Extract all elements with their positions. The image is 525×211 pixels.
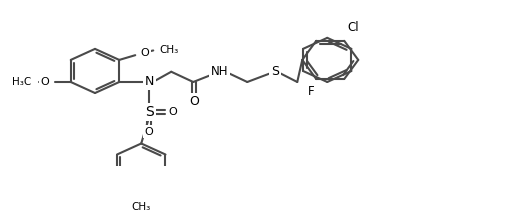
Text: O: O — [169, 107, 177, 117]
Text: H₃C: H₃C — [12, 77, 31, 87]
Text: Cl: Cl — [347, 22, 359, 34]
Text: O: O — [40, 77, 49, 87]
Text: O: O — [141, 48, 150, 58]
Text: O: O — [145, 127, 154, 137]
Text: S: S — [145, 105, 154, 119]
Text: O: O — [190, 95, 199, 108]
Text: N: N — [144, 76, 154, 88]
Text: CH₃: CH₃ — [132, 202, 151, 211]
Text: NH: NH — [211, 65, 228, 78]
Text: F: F — [308, 85, 314, 98]
Text: CH₃: CH₃ — [159, 45, 178, 55]
Text: S: S — [271, 65, 279, 78]
